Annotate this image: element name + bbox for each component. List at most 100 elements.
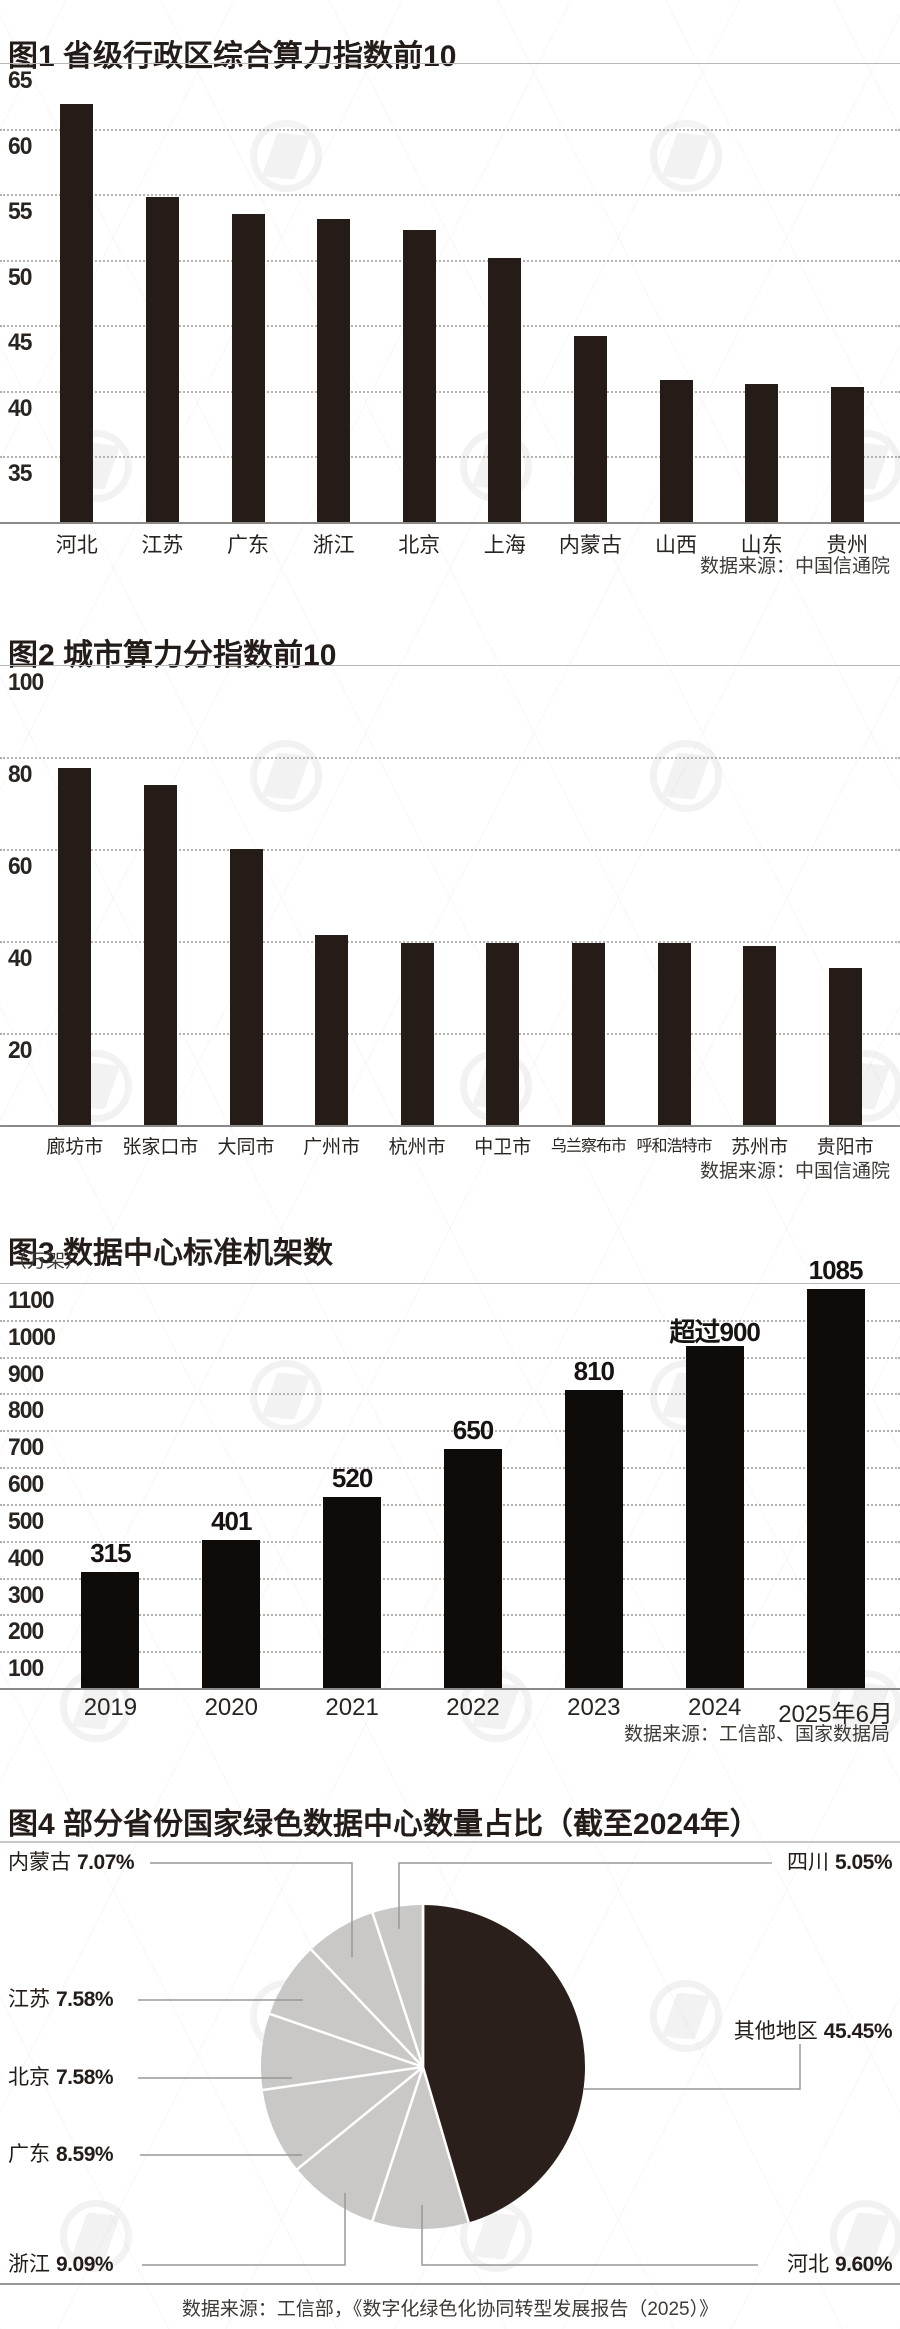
pie-leader-line-8 xyxy=(398,1862,772,1929)
pie-slice-1 xyxy=(423,1905,586,2223)
y-tick-60: 60 xyxy=(8,132,32,160)
pie-label-value: 7.58% xyxy=(56,2066,114,2089)
y-tick-200: 200 xyxy=(8,1618,44,1646)
y-tick-100: 100 xyxy=(8,669,44,696)
x-label-山东: 山东 xyxy=(740,534,783,557)
bar-上海 xyxy=(488,258,522,522)
pie-slice-label: 河北 9.60% xyxy=(787,2253,893,2277)
pie-slice-separator xyxy=(296,2066,424,2171)
x-label-2020: 2020 xyxy=(204,1694,258,1721)
chart2-plot: 100 80 60 40 20 廊坊市 张家口市 大同市 广州市 杭州市 中卫市 乌兰察布市 呼和浩特市… xyxy=(0,665,900,1158)
pie-slice-label: 广东 8.59% xyxy=(8,2143,114,2167)
x-label-2022: 2022 xyxy=(446,1694,500,1721)
x-label-乌兰察布市: 乌兰察布市 xyxy=(550,1138,627,1155)
x-label-杭州市: 杭州市 xyxy=(388,1137,446,1158)
gridline-700 xyxy=(0,1430,900,1433)
x-label-2025年6月: 2025年6月 xyxy=(778,1701,893,1728)
y-tick-40: 40 xyxy=(8,394,32,422)
pie-slice-label: 北京 7.58% xyxy=(8,2066,114,2090)
y-tick-55: 55 xyxy=(8,198,32,226)
bar-value-label-2019: 315 xyxy=(90,1538,131,1569)
gridline-60 xyxy=(0,849,900,851)
chart1-title: 图1 省级行政区综合算力指数前10 xyxy=(8,39,457,73)
y-tick-35: 35 xyxy=(8,460,32,488)
bar-value-label-2023: 810 xyxy=(573,1355,615,1386)
chart4-source: 数据来源：工信部，《数字化绿色化协同转型发展报告（2025）》 xyxy=(181,2299,719,2320)
chart3-plot: 1100 1000 900 800 700 600 500 400 300 200 100 2019 3… xyxy=(0,1255,900,1728)
bar-山西 xyxy=(659,380,693,522)
y-tick-40: 40 xyxy=(8,945,32,972)
pie-label-value: 7.58% xyxy=(56,1988,114,2011)
x-label-贵阳市: 贵阳市 xyxy=(816,1137,874,1158)
chart1-source: 数据来源：中国信通院 xyxy=(699,556,890,577)
x-label-2021: 2021 xyxy=(325,1694,379,1721)
bar-大同市 xyxy=(229,849,263,1125)
bar-广东 xyxy=(231,213,265,522)
chart2-title: 图2 城市算力分指数前10 xyxy=(8,638,337,672)
pie-label-name: 四川 xyxy=(786,1851,829,1874)
gridline-40 xyxy=(0,390,900,393)
pie-label-name: 广东 xyxy=(8,2143,50,2166)
y-tick-800: 800 xyxy=(8,1397,44,1425)
pie-leader-line-3 xyxy=(142,2193,346,2266)
bar-内蒙古 xyxy=(573,335,607,522)
bar-value-label-2022: 650 xyxy=(452,1414,494,1445)
pie-slice-separator xyxy=(371,2066,425,2222)
y-tick-400: 400 xyxy=(8,1544,44,1572)
y-tick-500: 500 xyxy=(8,1507,44,1535)
pie-slice-separator xyxy=(262,2065,424,2092)
pie-label-name: 浙江 xyxy=(8,2253,50,2276)
pie-slice-label: 江苏 7.58% xyxy=(8,1988,114,2012)
pie-leader-line-7 xyxy=(150,1862,353,1957)
gridline-800 xyxy=(0,1393,900,1396)
x-label-中卫市: 中卫市 xyxy=(474,1137,532,1158)
chart4-top-divider xyxy=(0,1841,900,1843)
y-tick-65: 65 xyxy=(8,67,32,94)
bar-河北 xyxy=(60,103,94,522)
pie-slice-label: 其他地区 45.45% xyxy=(734,2020,893,2044)
bar-2024 xyxy=(685,1345,744,1688)
y-tick-300: 300 xyxy=(8,1581,44,1609)
x-label-张家口市: 张家口市 xyxy=(122,1137,199,1158)
x-label-2024: 2024 xyxy=(688,1694,742,1721)
bar-呼和浩特市 xyxy=(657,943,691,1125)
bar-廊坊市 xyxy=(58,768,92,1125)
bar-江苏 xyxy=(145,196,179,522)
bar-广州市 xyxy=(315,935,349,1125)
x-label-2019: 2019 xyxy=(83,1694,138,1721)
bar-value-label-2025年6月: 1085 xyxy=(808,1254,864,1285)
bar-山东 xyxy=(745,384,779,522)
pie-label-value: 9.09% xyxy=(56,2253,114,2276)
x-label-江苏: 江苏 xyxy=(141,534,184,557)
y-tick-20: 20 xyxy=(8,1037,32,1064)
plot-baseline xyxy=(0,1688,900,1690)
bar-贵阳市 xyxy=(828,968,862,1125)
gridline-35 xyxy=(0,456,900,459)
pie-label-value: 8.59% xyxy=(56,2143,114,2166)
gridline-1000 xyxy=(0,1319,900,1322)
pie-slice-5 xyxy=(261,2013,423,2091)
plot-top-gridline xyxy=(0,665,900,666)
y-tick-700: 700 xyxy=(8,1434,44,1462)
y-tick-1100: 1100 xyxy=(8,1287,55,1314)
pie-slice-2 xyxy=(372,2067,469,2229)
y-tick-600: 600 xyxy=(8,1471,44,1499)
x-label-大同市: 大同市 xyxy=(217,1137,275,1158)
bar-2020 xyxy=(202,1540,261,1688)
bar-张家口市 xyxy=(143,785,177,1125)
plot-baseline xyxy=(0,522,900,524)
chart3-source: 数据来源：工信部、国家数据局 xyxy=(623,1724,890,1745)
bar-贵州 xyxy=(830,386,864,522)
chart3-unit-label: （万架） xyxy=(8,1251,85,1272)
bar-浙江 xyxy=(317,219,351,522)
x-label-广州市: 广州市 xyxy=(303,1137,361,1158)
gridline-60 xyxy=(0,128,900,131)
pie-slice-6 xyxy=(269,1949,423,2067)
gridline-20 xyxy=(0,1033,900,1035)
bar-中卫市 xyxy=(486,943,520,1125)
plot-baseline xyxy=(0,1125,900,1127)
x-label-廊坊市: 廊坊市 xyxy=(46,1137,104,1158)
bar-2022 xyxy=(444,1448,502,1688)
bar-北京 xyxy=(402,229,436,522)
